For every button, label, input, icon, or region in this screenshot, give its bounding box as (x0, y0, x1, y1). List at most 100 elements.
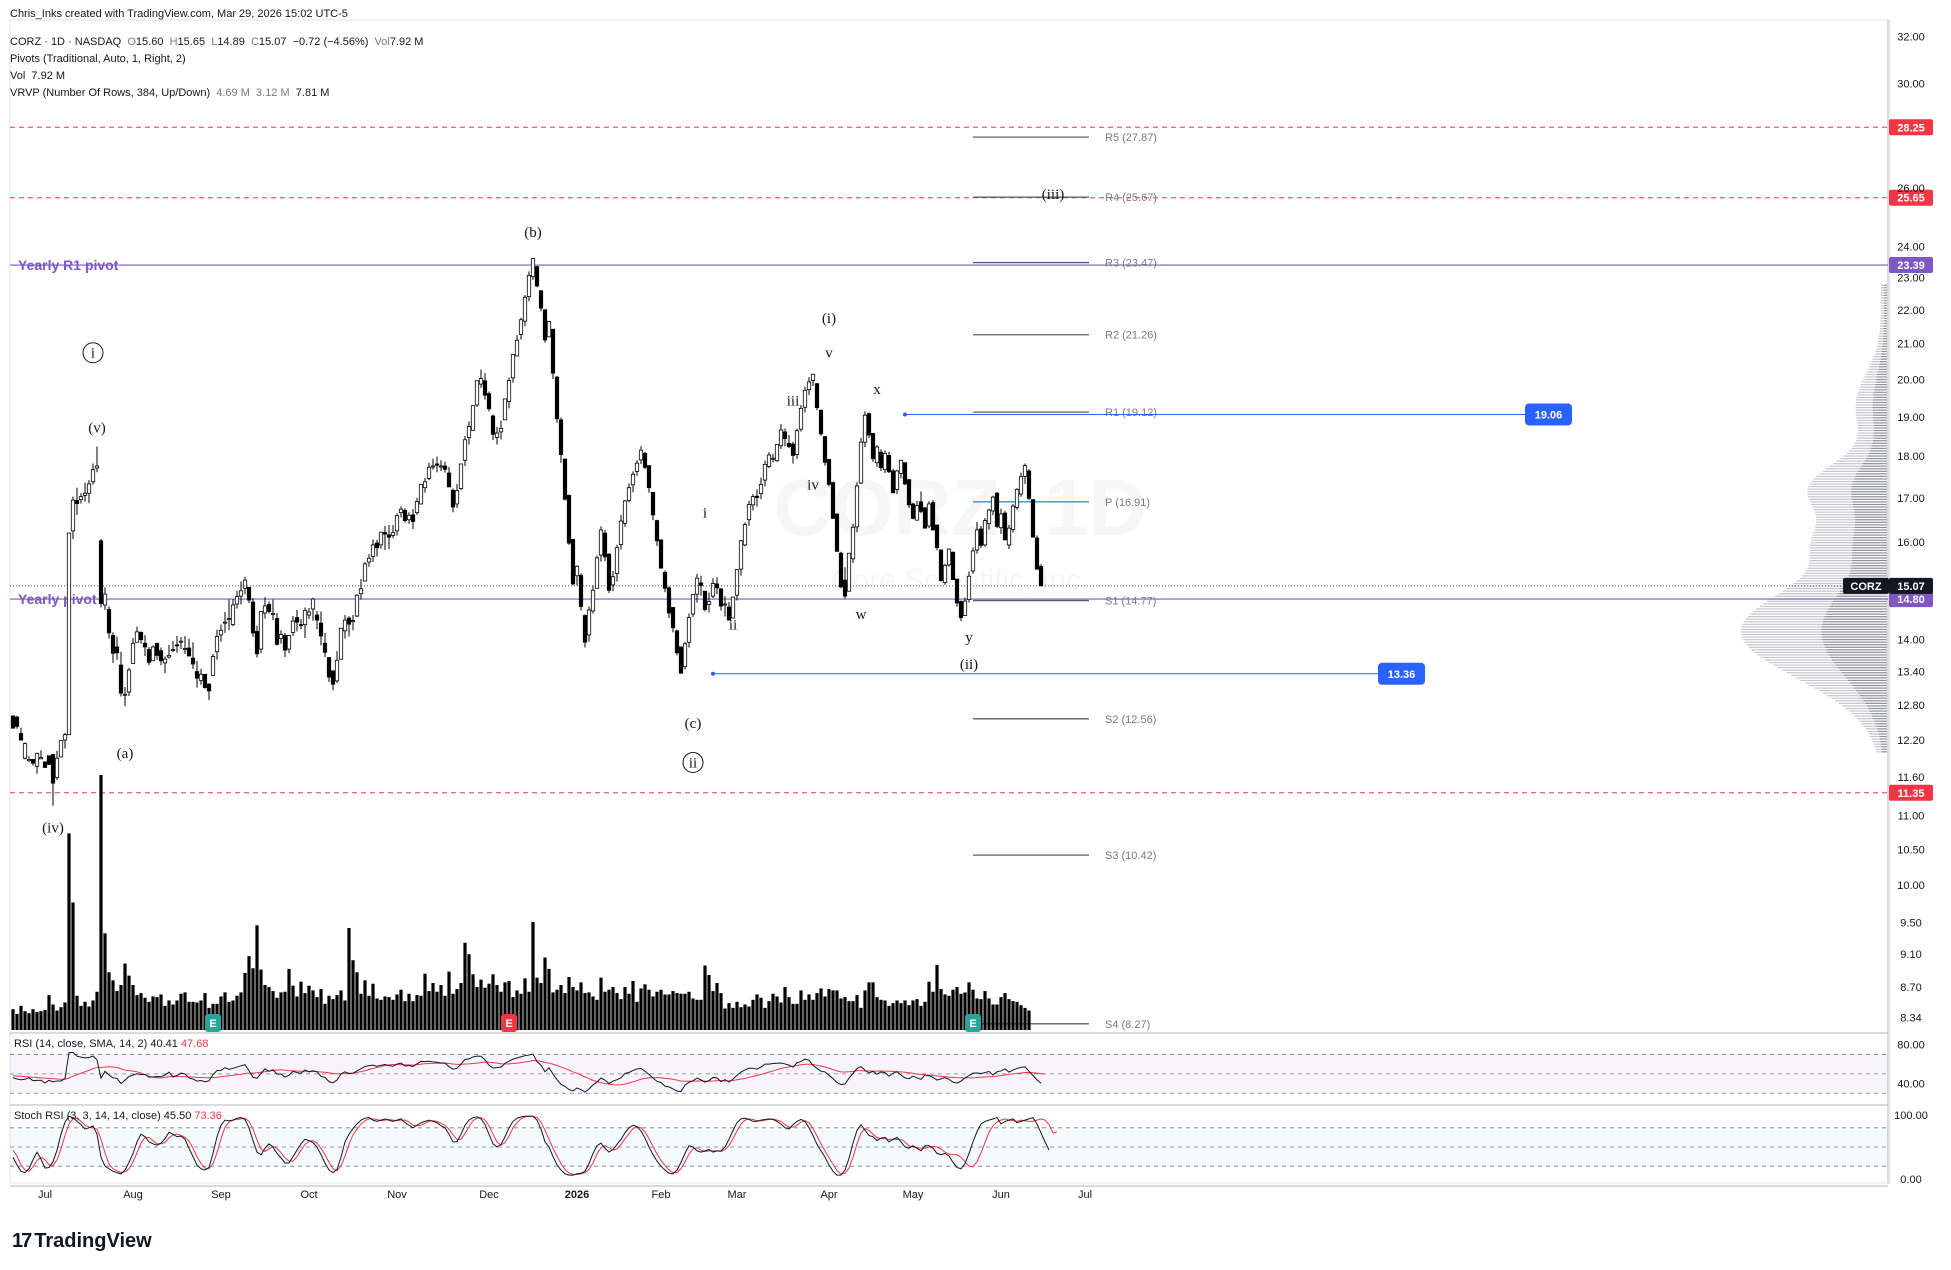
candle-up[interactable] (338, 627, 344, 660)
candle-up[interactable] (882, 452, 888, 471)
candle-down[interactable] (890, 470, 896, 494)
candle-down[interactable] (346, 617, 352, 625)
candle-down[interactable] (110, 635, 116, 654)
candle-up[interactable] (894, 470, 900, 490)
candle-up[interactable] (122, 693, 128, 696)
candle-up[interactable] (390, 532, 396, 536)
candle-up[interactable] (986, 509, 992, 525)
candle-up[interactable] (710, 583, 716, 597)
candle-down[interactable] (374, 542, 380, 549)
candle-down[interactable] (602, 532, 608, 558)
candle-down[interactable] (386, 534, 392, 538)
candle-up[interactable] (574, 565, 580, 577)
candle-up[interactable] (1018, 476, 1024, 495)
candle-up[interactable] (506, 380, 512, 402)
candle-down[interactable] (18, 733, 24, 741)
candle-down[interactable] (994, 492, 1000, 527)
candle-up[interactable] (426, 466, 432, 479)
symbol-line[interactable]: CORZ · 1D · NASDAQ (10, 36, 122, 48)
tradingview-brand[interactable]: 17 TradingView (12, 1230, 152, 1253)
candle-up[interactable] (738, 540, 744, 570)
candle-down[interactable] (174, 644, 180, 647)
earnings-marker[interactable] (501, 1014, 517, 1032)
candle-down[interactable] (14, 716, 20, 727)
candle-down[interactable] (666, 587, 672, 614)
candle-up[interactable] (290, 620, 296, 633)
candle-up[interactable] (1014, 488, 1020, 508)
candle-down[interactable] (282, 635, 288, 651)
candle-up[interactable] (262, 605, 268, 614)
candle-up[interactable] (90, 469, 96, 483)
candle-down[interactable] (402, 510, 408, 521)
candle-up[interactable] (526, 275, 532, 298)
candle-down[interactable] (822, 436, 828, 463)
candle-down[interactable] (202, 673, 208, 688)
candle-up[interactable] (778, 429, 784, 447)
candle-down[interactable] (142, 642, 148, 648)
candle-up[interactable] (874, 446, 880, 464)
candle-down[interactable] (434, 463, 440, 466)
earnings-marker[interactable] (965, 1014, 981, 1032)
candle-up[interactable] (686, 617, 692, 643)
candle-down[interactable] (906, 479, 912, 506)
candle-up[interactable] (1022, 465, 1028, 477)
candle-up[interactable] (258, 611, 264, 650)
candle-up[interactable] (66, 532, 72, 736)
candle-up[interactable] (498, 427, 504, 433)
candle-up[interactable] (278, 634, 284, 639)
candle-down[interactable] (1026, 470, 1032, 499)
candle-up[interactable] (942, 564, 948, 583)
candle-down[interactable] (446, 472, 452, 488)
candle-up[interactable] (406, 514, 412, 521)
candle-up[interactable] (470, 405, 476, 431)
candle-up[interactable] (990, 496, 996, 512)
candle-down[interactable] (886, 455, 892, 473)
candle-down[interactable] (294, 617, 300, 623)
candle-up[interactable] (366, 557, 372, 563)
candle-down[interactable] (50, 754, 56, 784)
candle-up[interactable] (134, 631, 140, 643)
candle-down[interactable] (606, 553, 612, 591)
candle-down[interactable] (678, 646, 684, 674)
candle-up[interactable] (806, 381, 812, 391)
candle-up[interactable] (1010, 505, 1016, 530)
candle-up[interactable] (478, 378, 484, 385)
candle-down[interactable] (410, 514, 416, 522)
candle-up[interactable] (502, 398, 508, 421)
candle-down[interactable] (930, 502, 936, 531)
candle-up[interactable] (862, 414, 868, 443)
candle-down[interactable] (826, 459, 832, 485)
candle-down[interactable] (330, 670, 336, 685)
candle-down[interactable] (138, 631, 144, 641)
candle-down[interactable] (554, 376, 560, 420)
candle-up[interactable] (546, 321, 552, 338)
candle-down[interactable] (950, 551, 956, 581)
candle-down[interactable] (834, 513, 840, 552)
candle-up[interactable] (414, 500, 420, 514)
candle-down[interactable] (978, 528, 984, 546)
vrvp-indicator-legend[interactable]: VRVP (Number Of Rows, 384, Up/Down) 4.69… (10, 86, 329, 100)
candle-up[interactable] (914, 505, 920, 521)
candle-up[interactable] (182, 648, 188, 650)
candle-down[interactable] (938, 549, 944, 581)
candle-down[interactable] (274, 618, 280, 645)
candle-up[interactable] (130, 642, 136, 664)
candle-up[interactable] (758, 483, 764, 495)
candle-up[interactable] (730, 596, 736, 619)
candle-down[interactable] (486, 393, 492, 410)
candle-up[interactable] (770, 457, 776, 460)
candle-up[interactable] (810, 373, 816, 381)
candle-down[interactable] (910, 503, 916, 519)
candle-down[interactable] (538, 290, 544, 309)
candle-up[interactable] (178, 640, 184, 643)
candle-up[interactable] (94, 465, 100, 469)
earnings-marker[interactable] (205, 1014, 221, 1032)
candle-up[interactable] (218, 629, 224, 636)
candle-up[interactable] (766, 454, 772, 467)
candle-up[interactable] (622, 500, 628, 524)
candle-up[interactable] (302, 610, 308, 626)
candle-up[interactable] (762, 463, 768, 481)
candle-down[interactable] (154, 642, 160, 656)
candle-up[interactable] (466, 426, 472, 438)
